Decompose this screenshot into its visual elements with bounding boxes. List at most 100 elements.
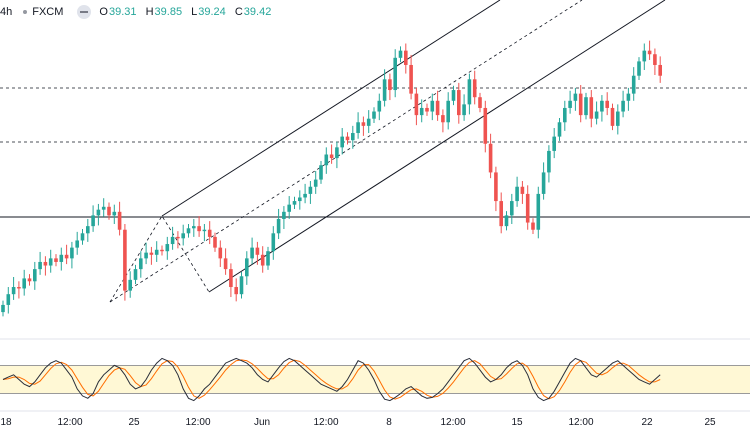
candle[interactable] [557, 117, 562, 141]
candle[interactable] [531, 218, 535, 235]
candle[interactable] [552, 128, 556, 159]
candle[interactable] [319, 160, 323, 184]
candle[interactable] [86, 218, 90, 242]
candle[interactable] [563, 100, 567, 131]
candle[interactable] [107, 202, 111, 220]
candle[interactable] [197, 216, 201, 237]
candle[interactable] [54, 254, 58, 267]
candle[interactable] [250, 237, 254, 265]
candle[interactable] [600, 95, 604, 122]
candle[interactable] [361, 116, 366, 136]
candle[interactable] [409, 54, 413, 100]
candle[interactable] [382, 69, 387, 107]
candle[interactable] [96, 203, 101, 226]
candle[interactable] [43, 256, 48, 276]
drawings[interactable] [0, 0, 750, 303]
candle[interactable] [70, 241, 74, 269]
candle[interactable] [38, 251, 42, 275]
candle[interactable] [128, 271, 132, 298]
candle[interactable] [393, 49, 397, 98]
candle[interactable] [234, 278, 238, 302]
candle[interactable] [573, 87, 578, 111]
candle[interactable] [568, 90, 572, 114]
candle[interactable] [160, 245, 164, 256]
candle[interactable] [515, 176, 519, 207]
candle[interactable] [642, 43, 647, 70]
candle[interactable] [616, 104, 620, 135]
candle[interactable] [181, 224, 185, 246]
candle[interactable] [398, 46, 403, 63]
candle[interactable] [139, 251, 143, 278]
candle[interactable] [27, 274, 32, 286]
candle[interactable] [483, 100, 488, 153]
stochastic-pane[interactable] [0, 357, 750, 402]
channel-median-dashed-line[interactable] [109, 0, 583, 303]
candle[interactable] [446, 92, 450, 130]
candle[interactable] [149, 246, 154, 265]
interval-label[interactable]: 4h [0, 6, 13, 18]
candle[interactable] [404, 43, 408, 74]
candle[interactable] [377, 93, 382, 121]
candle[interactable] [266, 246, 270, 270]
candle[interactable] [245, 251, 249, 285]
visibility-toggle-icon[interactable] [77, 5, 92, 19]
candle[interactable] [541, 162, 546, 200]
candle[interactable] [91, 205, 95, 232]
candle[interactable] [388, 73, 392, 101]
candle[interactable] [345, 132, 350, 145]
candle[interactable] [329, 144, 334, 164]
candle[interactable] [11, 276, 16, 300]
candle[interactable] [287, 196, 291, 219]
candle[interactable] [223, 248, 228, 275]
candle[interactable] [589, 90, 594, 128]
candle[interactable] [308, 181, 313, 204]
candle[interactable] [123, 223, 127, 301]
candle[interactable] [17, 281, 21, 299]
candle[interactable] [154, 241, 159, 262]
candle[interactable] [621, 90, 625, 118]
candle[interactable] [340, 128, 344, 155]
candle[interactable] [584, 92, 588, 120]
candle[interactable] [22, 269, 26, 296]
candle[interactable] [462, 94, 466, 121]
candles[interactable] [1, 40, 662, 317]
candle[interactable] [260, 246, 265, 273]
candle[interactable] [80, 229, 85, 245]
candle[interactable] [218, 240, 223, 267]
candle[interactable] [520, 181, 525, 204]
candle[interactable] [324, 147, 329, 174]
candle[interactable] [213, 232, 217, 252]
candle[interactable] [202, 223, 207, 242]
candle[interactable] [499, 192, 503, 234]
candle[interactable] [647, 40, 652, 60]
candle[interactable] [207, 221, 212, 245]
candle[interactable] [547, 145, 551, 183]
candle[interactable] [292, 196, 297, 209]
candle[interactable] [144, 242, 148, 265]
candle[interactable] [653, 48, 657, 76]
candle[interactable] [658, 56, 662, 83]
candle[interactable] [637, 57, 641, 81]
source-label[interactable]: FXCM [32, 6, 64, 18]
candle[interactable] [276, 208, 281, 240]
candle[interactable] [351, 125, 355, 149]
candle[interactable] [165, 236, 170, 260]
candle[interactable] [478, 92, 482, 113]
candle[interactable] [419, 99, 424, 123]
channel-lower-line[interactable] [208, 0, 666, 293]
candle[interactable] [610, 103, 615, 131]
candle[interactable] [414, 87, 419, 126]
candle[interactable] [467, 73, 472, 115]
candle[interactable] [366, 110, 371, 134]
candle[interactable] [510, 193, 514, 224]
candle[interactable] [425, 103, 429, 116]
candle[interactable] [451, 85, 456, 106]
candle[interactable] [435, 90, 440, 121]
candle[interactable] [33, 261, 37, 290]
candle[interactable] [239, 271, 244, 299]
candle[interactable] [605, 92, 609, 116]
candle[interactable] [1, 300, 5, 317]
candle[interactable] [631, 67, 636, 101]
candle[interactable] [133, 264, 138, 285]
candle[interactable] [112, 204, 117, 224]
